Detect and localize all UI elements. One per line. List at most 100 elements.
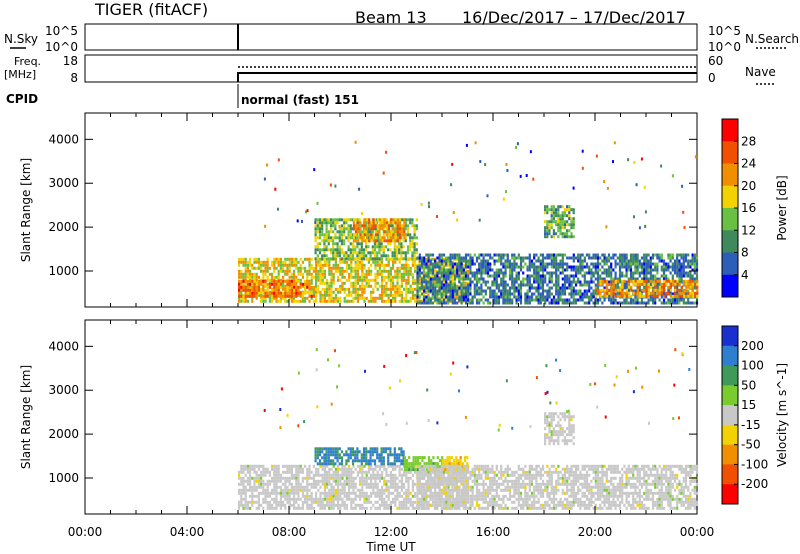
data-cell (338, 248, 341, 252)
data-cell (658, 277, 661, 281)
data-cell (359, 263, 362, 267)
data-cell (345, 503, 348, 507)
data-cell (519, 289, 523, 293)
data-cell (405, 281, 408, 285)
data-cell (495, 253, 498, 257)
data-cell (363, 482, 366, 486)
data-cell (398, 491, 401, 495)
data-cell (382, 248, 385, 252)
data-cell (365, 272, 368, 276)
data-cell (444, 485, 447, 489)
data-cell (238, 299, 241, 303)
data-cell (651, 256, 655, 260)
data-cell (402, 257, 405, 261)
data-cell (321, 278, 324, 282)
data-cell (594, 268, 597, 272)
data-cell (308, 497, 311, 501)
data-cell (246, 479, 249, 483)
data-cell (517, 265, 520, 269)
data-cell (383, 467, 386, 471)
data-cell (537, 259, 540, 263)
data-cell (340, 251, 344, 255)
data-cell (555, 211, 558, 215)
data-cell (273, 464, 276, 468)
data-cell (409, 221, 412, 225)
data-cell (400, 266, 403, 270)
data-cell (592, 256, 595, 260)
data-cell (288, 494, 291, 498)
data-cell (601, 277, 604, 281)
data-cell (406, 248, 410, 252)
data-cell (436, 298, 439, 302)
data-cell (343, 488, 346, 492)
data-cell (420, 488, 423, 492)
data-cell (378, 248, 381, 252)
data-cell (370, 263, 373, 267)
data-cell (337, 470, 340, 474)
data-cell (260, 491, 263, 495)
data-cell (257, 467, 260, 471)
data-cell (400, 242, 403, 246)
data-cell (345, 476, 348, 480)
data-cell (541, 286, 545, 290)
data-cell (275, 488, 278, 492)
data-cell (400, 290, 403, 294)
data-cell (288, 479, 291, 483)
data-cell (365, 269, 368, 273)
data-cell (493, 259, 496, 263)
data-cell (629, 298, 633, 302)
data-cell (321, 221, 324, 225)
data-cell (478, 298, 481, 302)
data-cell (398, 287, 401, 291)
data-cell (425, 283, 428, 287)
data-cell (684, 256, 688, 260)
data-cell (550, 220, 553, 224)
data-cell (546, 232, 549, 236)
data-cell (374, 473, 377, 477)
data-cell (581, 298, 584, 302)
data-cell (643, 301, 646, 305)
data-cell (301, 219, 303, 223)
data-cell (522, 265, 525, 269)
data-cell (595, 294, 598, 298)
data-cell (533, 268, 536, 272)
data-cell (519, 262, 523, 266)
data-cell (407, 287, 410, 291)
data-cell (330, 266, 333, 270)
data-cell (363, 233, 366, 237)
data-cell (376, 221, 379, 225)
data-cell (343, 251, 346, 255)
data-cell (606, 288, 609, 292)
data-cell (530, 292, 534, 296)
data-cell (376, 272, 379, 276)
data-cell (671, 274, 674, 278)
data-cell (537, 277, 540, 281)
data-cell (315, 287, 318, 291)
data-cell (282, 476, 285, 480)
data-cell (464, 289, 468, 293)
data-cell (489, 268, 492, 272)
data-cell (356, 287, 359, 291)
data-cell (480, 271, 483, 275)
data-cell (319, 500, 322, 504)
data-cell (378, 266, 381, 270)
data-cell (689, 265, 692, 269)
beam-label: Beam 13 (355, 8, 427, 27)
data-cell (660, 256, 663, 260)
data-cell (691, 288, 694, 292)
data-cell (673, 262, 677, 266)
data-cell (658, 291, 661, 295)
data-cell (541, 295, 545, 299)
data-cell (497, 256, 501, 260)
data-cell (667, 265, 670, 269)
data-cell (665, 277, 668, 281)
data-cell (359, 503, 362, 507)
data-cell (238, 488, 241, 492)
data-cell (415, 236, 418, 240)
data-cell (546, 262, 549, 266)
data-cell (596, 286, 600, 290)
data-cell (343, 233, 346, 237)
data-cell (330, 497, 333, 501)
data-cell (306, 279, 309, 283)
data-cell (427, 289, 430, 293)
